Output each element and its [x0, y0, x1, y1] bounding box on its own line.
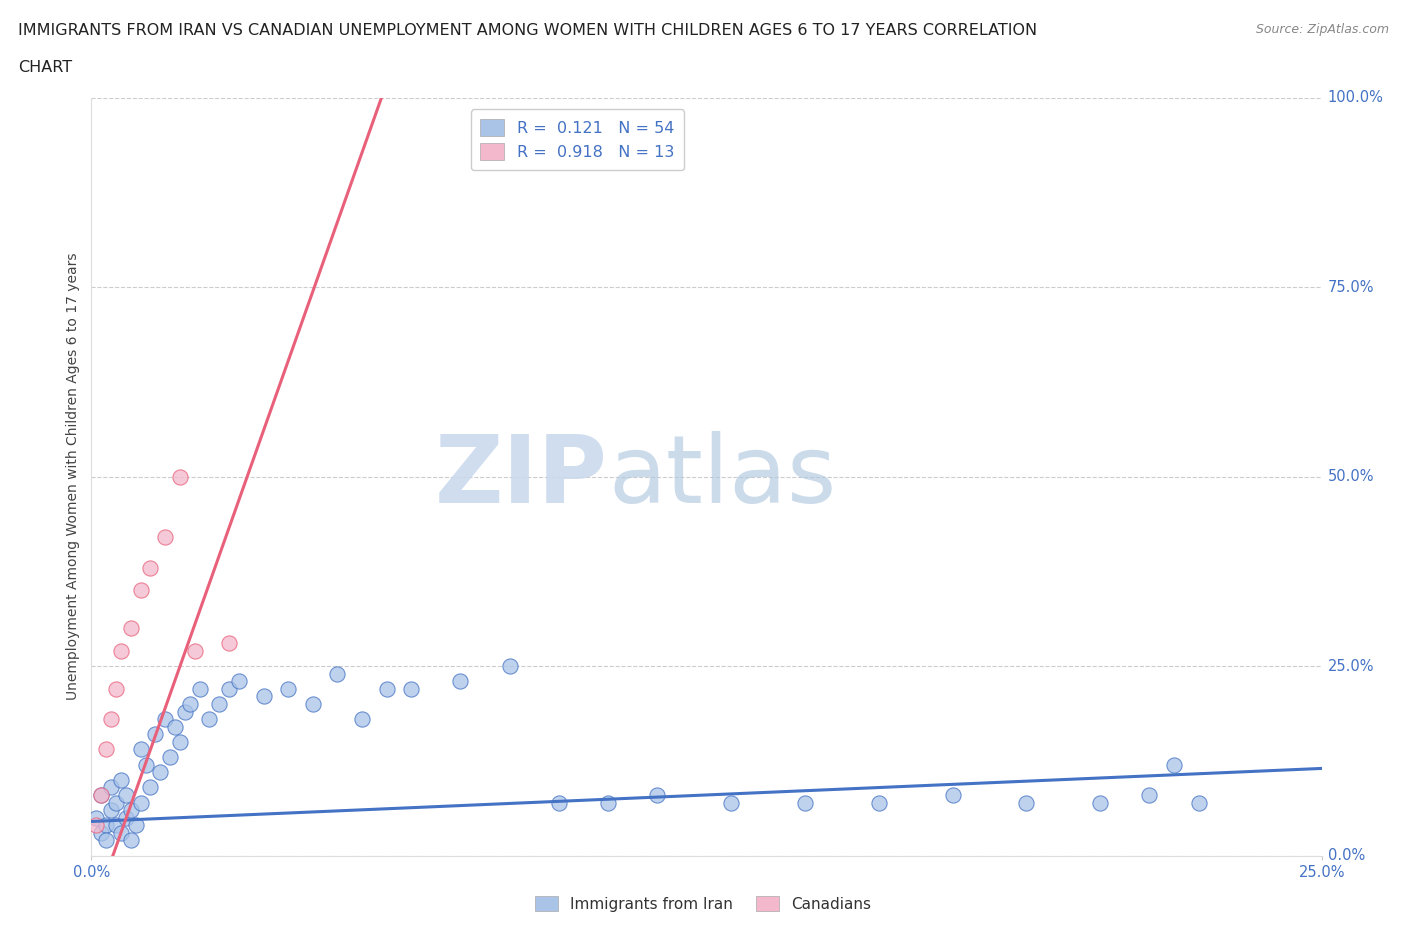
Point	[375, 682, 398, 697]
Point	[188, 682, 211, 697]
Point	[941, 788, 963, 803]
Text: 25.0%: 25.0%	[1327, 658, 1374, 673]
Point	[90, 826, 112, 841]
Point	[1163, 757, 1185, 772]
Text: atlas: atlas	[607, 431, 837, 523]
Point	[120, 621, 142, 636]
Point	[90, 788, 112, 803]
Point	[198, 711, 221, 726]
Point	[163, 719, 186, 734]
Point	[110, 772, 132, 787]
Point	[1015, 795, 1038, 810]
Point	[793, 795, 815, 810]
Point	[86, 810, 108, 825]
Y-axis label: Unemployment Among Women with Children Ages 6 to 17 years: Unemployment Among Women with Children A…	[66, 253, 80, 700]
Text: 100.0%: 100.0%	[1327, 90, 1384, 105]
Point	[720, 795, 742, 810]
Text: 0.0%: 0.0%	[1327, 848, 1365, 863]
Point	[183, 644, 207, 658]
Point	[208, 697, 231, 711]
Point	[145, 727, 166, 742]
Point	[139, 560, 162, 575]
Point	[129, 583, 152, 598]
Point	[105, 682, 127, 697]
Point	[114, 810, 138, 825]
Point	[110, 644, 132, 658]
Point	[169, 735, 191, 750]
Point	[120, 803, 142, 817]
Point	[179, 697, 201, 711]
Point	[153, 530, 177, 545]
Point	[96, 817, 117, 832]
Point	[218, 636, 240, 651]
Text: 75.0%: 75.0%	[1327, 280, 1374, 295]
Point	[352, 711, 374, 726]
Point	[1088, 795, 1111, 810]
Point	[100, 711, 122, 726]
Point	[498, 658, 520, 673]
Point	[645, 788, 669, 803]
Point	[110, 826, 132, 841]
Point	[169, 470, 191, 485]
Point	[277, 682, 299, 697]
Text: Source: ZipAtlas.com: Source: ZipAtlas.com	[1256, 23, 1389, 36]
Point	[139, 780, 162, 795]
Point	[1187, 795, 1209, 810]
Point	[326, 666, 349, 681]
Point	[86, 817, 108, 832]
Text: 50.0%: 50.0%	[1327, 469, 1374, 485]
Legend: R =  0.121   N = 54, R =  0.918   N = 13: R = 0.121 N = 54, R = 0.918 N = 13	[471, 110, 683, 170]
Point	[120, 833, 142, 848]
Point	[114, 788, 138, 803]
Point	[135, 757, 156, 772]
Point	[596, 795, 619, 810]
Point	[105, 795, 127, 810]
Point	[153, 711, 177, 726]
Point	[90, 788, 112, 803]
Point	[174, 704, 197, 719]
Point	[449, 674, 471, 689]
Point	[159, 750, 181, 764]
Point	[228, 674, 250, 689]
Point	[399, 682, 422, 697]
Point	[96, 833, 117, 848]
Point	[129, 742, 152, 757]
Point	[1139, 788, 1161, 803]
Point	[100, 803, 122, 817]
Point	[218, 682, 240, 697]
Point	[301, 697, 323, 711]
Point	[100, 780, 122, 795]
Text: ZIP: ZIP	[436, 431, 607, 523]
Point	[129, 795, 152, 810]
Text: CHART: CHART	[18, 60, 72, 75]
Point	[124, 817, 146, 832]
Point	[96, 742, 117, 757]
Point	[105, 817, 127, 832]
Point	[868, 795, 890, 810]
Point	[149, 764, 172, 779]
Point	[253, 689, 276, 704]
Legend: Immigrants from Iran, Canadians: Immigrants from Iran, Canadians	[529, 889, 877, 918]
Point	[547, 795, 569, 810]
Text: IMMIGRANTS FROM IRAN VS CANADIAN UNEMPLOYMENT AMONG WOMEN WITH CHILDREN AGES 6 T: IMMIGRANTS FROM IRAN VS CANADIAN UNEMPLO…	[18, 23, 1038, 38]
